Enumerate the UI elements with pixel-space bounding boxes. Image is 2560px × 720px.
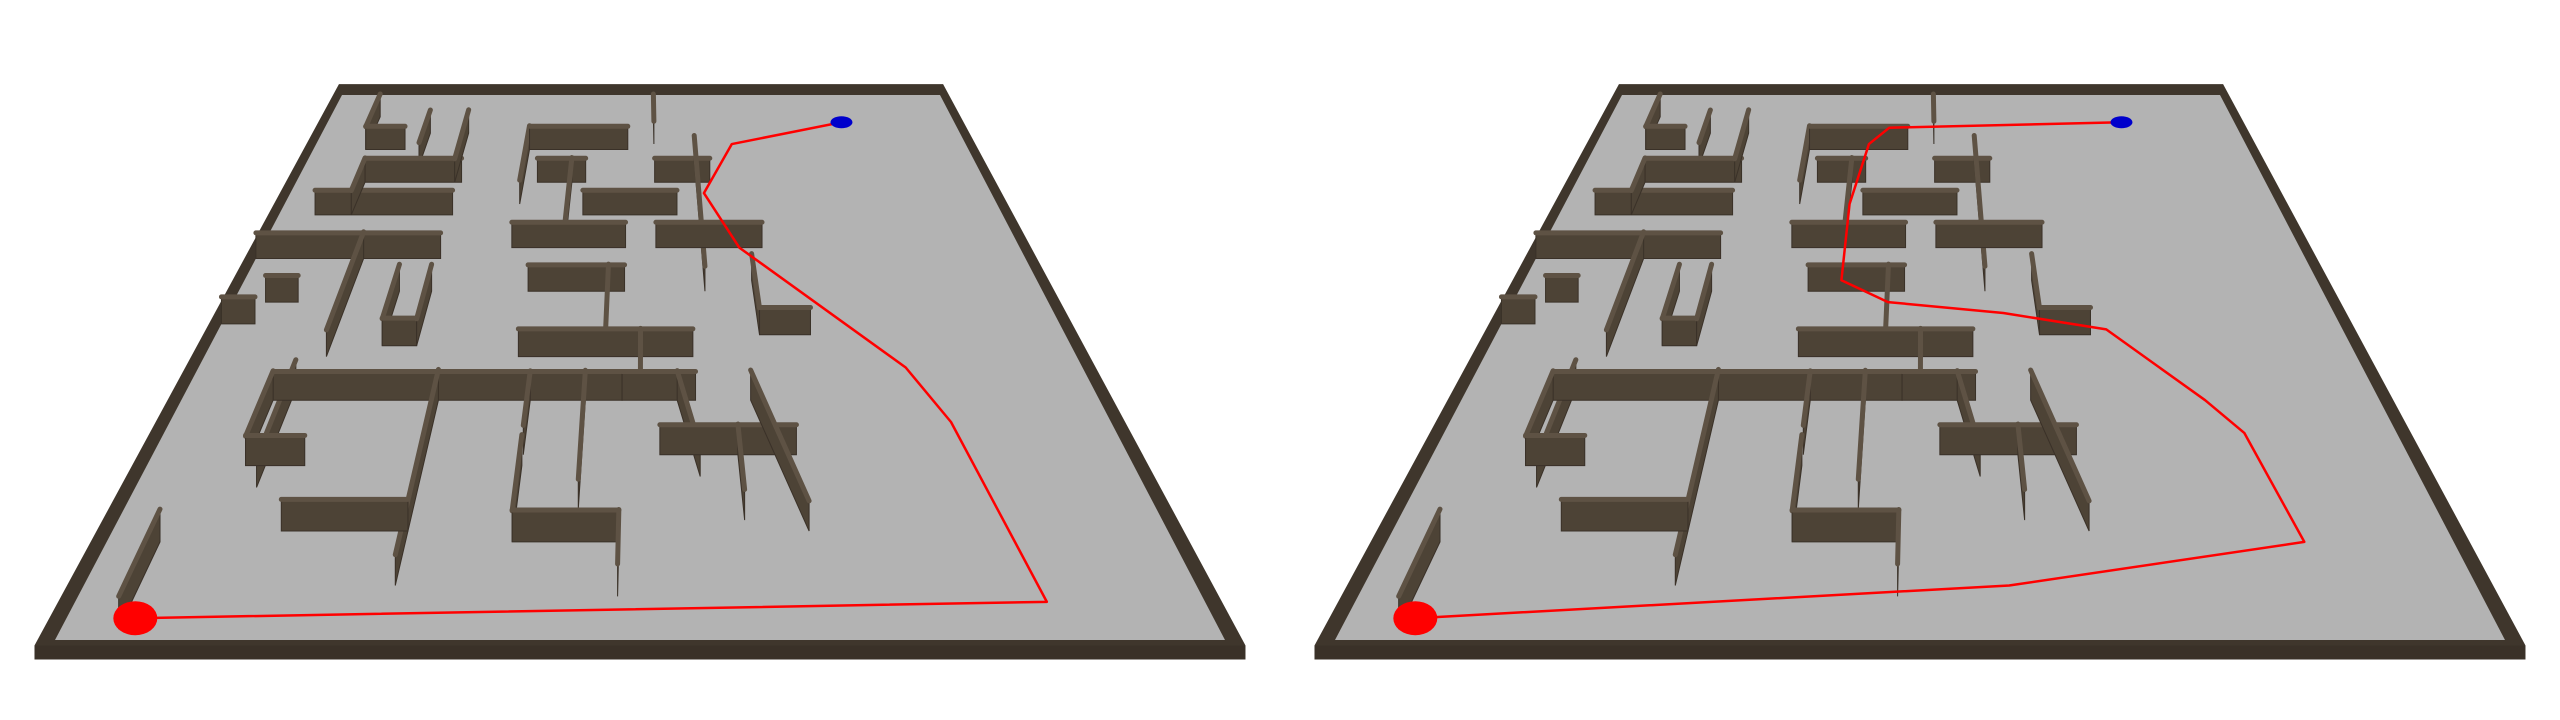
maze-wall xyxy=(272,370,623,401)
maze-wall-top xyxy=(1895,506,1902,567)
maze-wall xyxy=(280,498,409,532)
maze-wall-top xyxy=(1694,261,1715,322)
goal-marker-left xyxy=(830,116,853,129)
maze-wall-top xyxy=(416,107,433,146)
maze-wall xyxy=(365,125,406,150)
maze-wall-top xyxy=(603,261,611,333)
maze-wall-top xyxy=(575,367,588,482)
maze-wall-top xyxy=(1842,155,1855,226)
maze-wall xyxy=(1797,328,1974,358)
maze-wall xyxy=(1934,157,1991,183)
maze-wall xyxy=(1500,296,1536,325)
maze-wall xyxy=(1661,317,1698,347)
maze-wall xyxy=(1594,189,1734,216)
maze-wall xyxy=(255,232,442,259)
maze-wall-top xyxy=(1696,107,1713,146)
maze-walls-left xyxy=(116,91,813,630)
maze-wall-top xyxy=(1396,506,1443,599)
maze-wall xyxy=(1935,221,2043,249)
maze-wall xyxy=(1560,498,1689,532)
maze-wall xyxy=(1645,125,1686,150)
maze-wall xyxy=(511,509,620,543)
maze-wall-top xyxy=(1732,107,1752,162)
maze-wall-top xyxy=(1883,261,1891,333)
maze-wall-top xyxy=(520,368,533,428)
maze-wall xyxy=(582,189,678,216)
maze-wall-top xyxy=(2029,251,2043,311)
maze-scene-left xyxy=(34,84,1246,660)
maze-wall-top xyxy=(735,421,748,492)
maze-wall-top xyxy=(323,229,367,333)
maze-wall xyxy=(1535,232,1722,259)
maze-wall xyxy=(529,125,629,150)
maze-view-right xyxy=(1280,0,2560,720)
maze-wall xyxy=(517,328,694,358)
maze-wall-top xyxy=(1659,261,1682,322)
maze-wall-top xyxy=(509,432,525,514)
maze-wall xyxy=(1862,189,1958,216)
maze-wall-top xyxy=(379,261,402,322)
maze-wall-top xyxy=(650,91,657,124)
maze-wall-top xyxy=(749,251,763,311)
maze-wall xyxy=(1552,370,1903,401)
maze-wall xyxy=(1644,157,1743,183)
maze-scene-right xyxy=(1314,84,2526,660)
maze-wall xyxy=(245,434,306,467)
maze-wall xyxy=(654,157,711,183)
maze-wall-top xyxy=(243,368,276,439)
maze-wall-top xyxy=(452,107,472,162)
maze-wall-top xyxy=(363,91,383,130)
maze-wall-top xyxy=(1930,91,1937,124)
maze-wall-top xyxy=(116,506,163,599)
maze-wall-top xyxy=(2015,421,2028,492)
maze-view-left xyxy=(34,84,1246,660)
maze-wall-top xyxy=(2028,367,2092,504)
maze-wall xyxy=(314,189,454,216)
maze-wall xyxy=(381,317,418,347)
goal-marker-right xyxy=(2110,116,2133,129)
maze-wall xyxy=(1545,275,1579,303)
maze-wall xyxy=(511,221,627,249)
maze-wall-top xyxy=(615,506,622,567)
maze-wall-top xyxy=(1789,432,1805,514)
maze-wall-top xyxy=(348,155,368,194)
maze-wall xyxy=(655,221,763,249)
start-marker-right xyxy=(1393,601,1438,636)
maze-wall xyxy=(1791,221,1907,249)
maze-wall-top xyxy=(414,261,435,322)
planned-path-left xyxy=(135,121,1049,620)
maze-wall xyxy=(265,275,299,303)
maze-wall xyxy=(1791,509,1900,543)
maze-wall-top xyxy=(1643,91,1663,130)
maze-wall-top xyxy=(748,367,812,504)
maze-base-front-left xyxy=(34,645,1246,660)
maze-wall xyxy=(364,157,463,183)
planned-path-right xyxy=(1415,121,2306,620)
maze-wall xyxy=(1525,434,1586,467)
maze-base-front-right xyxy=(1314,645,2526,660)
maze-wall-top xyxy=(1523,368,1556,439)
maze-wall-top xyxy=(1628,155,1648,194)
maze-wall xyxy=(759,307,811,336)
maze-wall-top xyxy=(1797,123,1813,183)
maze-wall-top xyxy=(517,123,533,183)
maze-wall xyxy=(536,157,587,183)
maze-wall xyxy=(1809,125,1909,150)
maze-wall-top xyxy=(562,155,575,226)
maze-wall-top xyxy=(1603,229,1647,333)
start-marker-left xyxy=(113,601,158,636)
maze-wall-top xyxy=(1855,367,1868,482)
maze-wall-top xyxy=(1800,368,1813,428)
maze-wall xyxy=(220,296,256,325)
